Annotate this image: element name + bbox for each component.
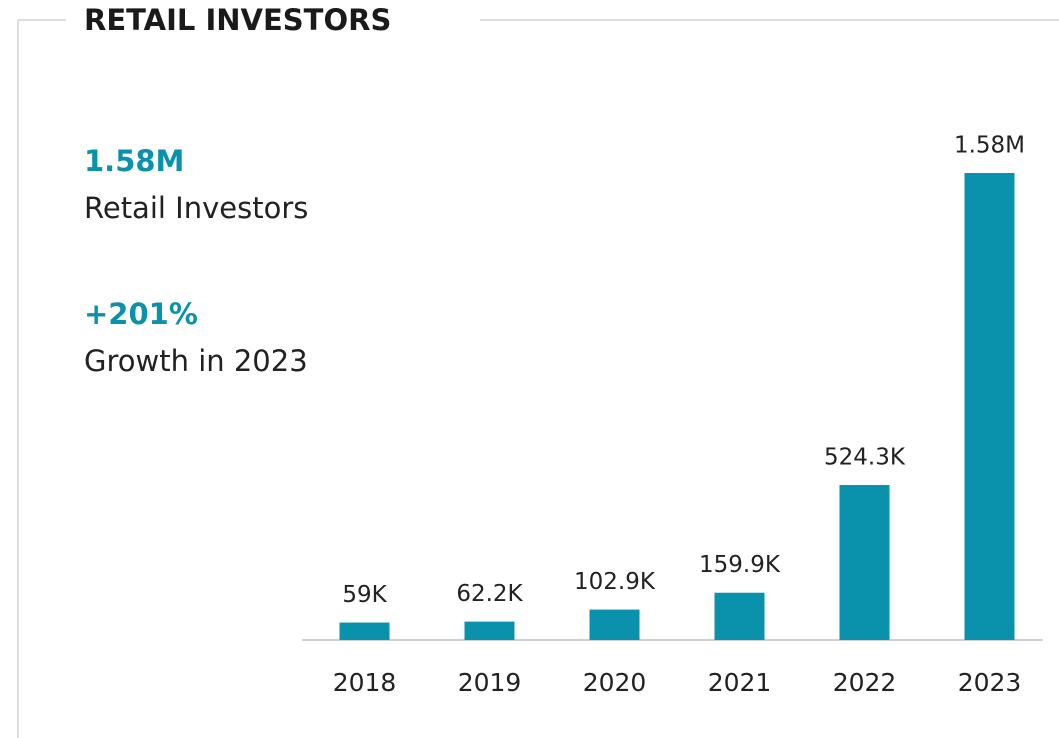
bar (339, 622, 390, 640)
bar (714, 592, 765, 640)
x-tick-label: 2018 (333, 668, 397, 697)
value-label: 102.9K (574, 569, 656, 595)
bar (839, 485, 890, 640)
x-tick-label: 2019 (458, 668, 522, 697)
value-label: 159.9K (699, 552, 781, 578)
stat-label: Retail Investors (84, 191, 308, 225)
bar (964, 173, 1015, 640)
value-label: 524.3K (824, 445, 906, 471)
bar (589, 609, 640, 640)
x-tick-label: 2023 (958, 668, 1022, 697)
chart-title: RETAIL INVESTORS (84, 3, 391, 37)
x-tick-label: 2022 (833, 668, 897, 697)
stat-value: +201% (84, 297, 198, 331)
x-tick-label: 2020 (583, 668, 647, 697)
value-label: 59K (342, 582, 387, 608)
value-label: 1.58M (954, 133, 1025, 159)
stat-label: Growth in 2023 (84, 344, 308, 378)
bar (464, 621, 515, 640)
stat-value: 1.58M (84, 144, 184, 178)
x-tick-label: 2021 (708, 668, 772, 697)
value-label: 62.2K (456, 581, 523, 607)
